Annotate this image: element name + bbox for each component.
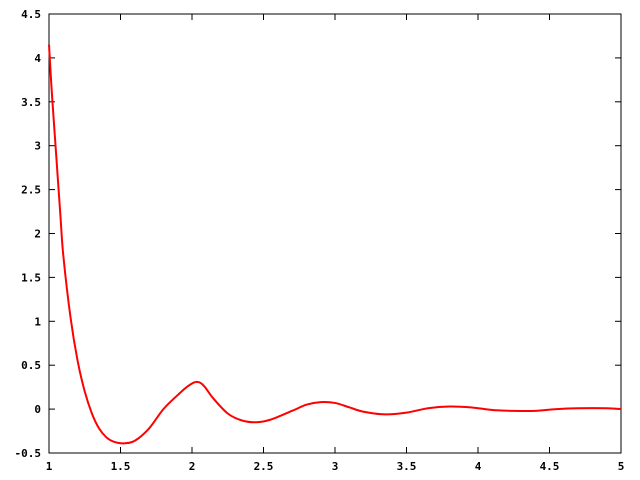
x-tick-label: 4.5 (540, 460, 560, 473)
series-line (48, 44, 622, 445)
y-tick-label: 3 (34, 140, 41, 153)
y-tick-label: 1.5 (21, 271, 41, 284)
x-tick-label: 2.5 (254, 460, 274, 473)
y-tick-label: 3.5 (21, 96, 41, 109)
x-tick-label: 5 (618, 460, 625, 473)
y-tick-label: -0.5 (15, 447, 42, 460)
y-tick-label: 2.5 (21, 184, 41, 197)
x-tick-label: 1 (46, 460, 53, 473)
y-tick-label: 0 (34, 403, 41, 416)
x-tick-label: 2 (189, 460, 196, 473)
x-tick-label: 3 (332, 460, 339, 473)
x-tick-label: 4 (475, 460, 482, 473)
plot-border (48, 13, 622, 454)
y-tick-label: 4 (34, 52, 41, 65)
y-tick-label: 2 (34, 228, 41, 241)
y-tick-label: 1 (34, 315, 41, 328)
y-tick-label: 0.5 (21, 359, 41, 372)
x-tick-label: 1.5 (111, 460, 131, 473)
x-tick-label: 3.5 (397, 460, 417, 473)
y-tick-label: 4.5 (21, 8, 41, 21)
